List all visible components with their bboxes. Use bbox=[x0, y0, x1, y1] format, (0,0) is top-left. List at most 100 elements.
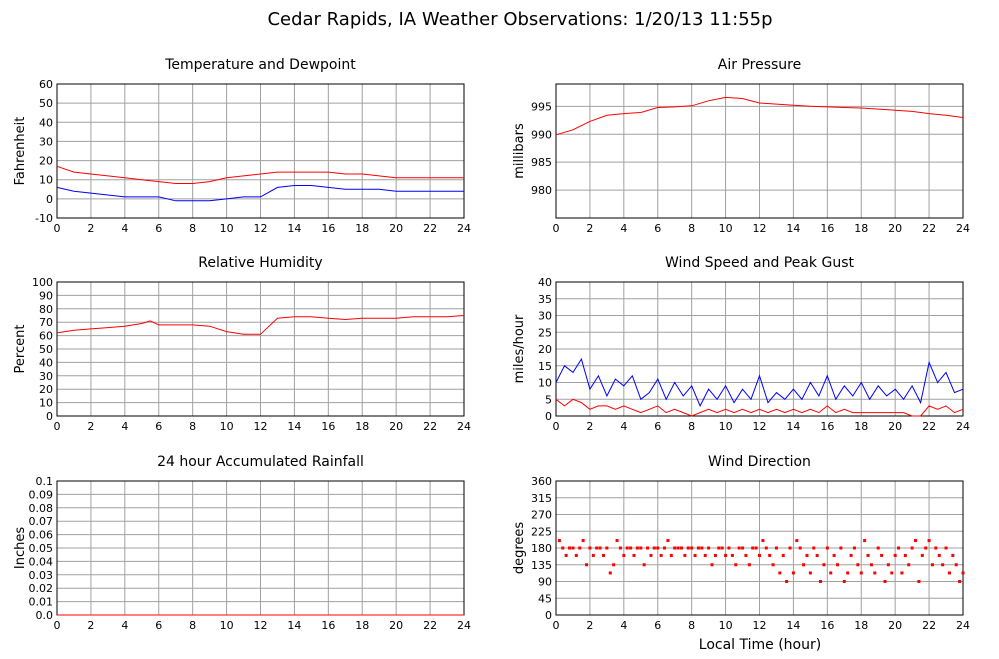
x-tick-label: 20 bbox=[389, 420, 403, 433]
x-tick-label: 10 bbox=[719, 222, 733, 235]
x-tick-label: 24 bbox=[956, 619, 970, 632]
series-line-1 bbox=[555, 357, 964, 408]
data-point bbox=[941, 563, 945, 567]
data-point bbox=[669, 553, 673, 557]
data-point bbox=[588, 546, 592, 550]
x-tick-label: 18 bbox=[355, 420, 369, 433]
y-tick-label: 360 bbox=[531, 475, 552, 488]
y-axis-label: Percent bbox=[13, 325, 28, 374]
y-tick-label: 40 bbox=[538, 276, 552, 289]
y-tick-label: 40 bbox=[39, 116, 53, 129]
data-point bbox=[635, 546, 639, 550]
data-point bbox=[930, 563, 934, 567]
data-point bbox=[880, 553, 884, 557]
x-tick-label: 20 bbox=[888, 420, 902, 433]
y-tick-label: 60 bbox=[39, 78, 53, 91]
data-point bbox=[774, 546, 778, 550]
data-point bbox=[958, 580, 962, 583]
y-tick-label: 0 bbox=[46, 193, 53, 206]
series-line-2 bbox=[555, 398, 964, 417]
data-point bbox=[754, 546, 758, 550]
data-point bbox=[886, 563, 890, 567]
data-point bbox=[910, 546, 914, 550]
x-tick-label: 24 bbox=[956, 222, 970, 235]
data-point bbox=[768, 553, 772, 557]
data-point bbox=[812, 546, 816, 550]
y-tick-label: 0.05 bbox=[29, 542, 54, 555]
x-tick-label: 10 bbox=[719, 619, 733, 632]
data-point bbox=[832, 553, 836, 557]
x-tick-label: 6 bbox=[654, 619, 661, 632]
y-tick-label: 10 bbox=[39, 397, 53, 410]
data-point bbox=[815, 553, 819, 557]
y-tick-label: 0.1 bbox=[36, 475, 54, 488]
y-axis-label: millibars bbox=[512, 123, 527, 179]
x-tick-label: 20 bbox=[389, 619, 403, 632]
y-tick-label: 0.06 bbox=[29, 529, 54, 542]
x-tick-label: 0 bbox=[553, 222, 560, 235]
data-point bbox=[659, 553, 663, 557]
y-tick-label: 0 bbox=[545, 609, 552, 622]
data-point bbox=[612, 563, 616, 567]
x-tick-label: 24 bbox=[457, 619, 471, 632]
chart-panel-6: 0 2 4 6 8 10 12 14 16 18 20 22 240459013518022527031… bbox=[512, 454, 970, 632]
x-tick-label: 4 bbox=[121, 619, 128, 632]
data-point bbox=[764, 546, 768, 550]
data-point bbox=[615, 539, 619, 543]
x-tick-label: 14 bbox=[786, 222, 800, 235]
chart-panel-1: 0 2 4 6 8 10 12 14 16 18 20 22 24-100102030405060Tem… bbox=[13, 57, 471, 235]
y-tick-label: 135 bbox=[531, 559, 552, 572]
y-axis-label: Inches bbox=[13, 527, 28, 569]
data-point bbox=[795, 539, 799, 543]
data-point bbox=[557, 539, 561, 543]
data-point bbox=[632, 553, 636, 557]
y-tick-label: -10 bbox=[35, 212, 53, 225]
panel-title: Wind Speed and Peak Gust bbox=[665, 255, 854, 271]
data-point bbox=[700, 546, 704, 550]
data-point bbox=[622, 553, 626, 557]
data-point bbox=[618, 546, 622, 550]
data-point bbox=[869, 563, 873, 567]
data-point bbox=[836, 563, 840, 567]
y-tick-label: 315 bbox=[531, 492, 552, 505]
data-point bbox=[758, 553, 761, 557]
x-tick-label: 18 bbox=[355, 222, 369, 235]
data-point bbox=[727, 546, 731, 550]
y-tick-label: 5 bbox=[545, 393, 552, 406]
plot-frame bbox=[56, 281, 465, 417]
x-tick-label: 12 bbox=[254, 222, 268, 235]
data-point bbox=[693, 553, 697, 557]
x-tick-label: 16 bbox=[820, 420, 834, 433]
y-tick-label: 60 bbox=[39, 330, 53, 343]
data-point bbox=[642, 563, 646, 567]
data-point bbox=[741, 546, 745, 550]
x-tick-label: 22 bbox=[922, 222, 936, 235]
data-point bbox=[897, 546, 901, 550]
data-point bbox=[866, 553, 870, 557]
data-point bbox=[883, 580, 887, 583]
x-tick-label: 4 bbox=[121, 222, 128, 235]
data-point bbox=[673, 546, 677, 550]
y-tick-label: 50 bbox=[39, 97, 53, 110]
x-tick-label: 6 bbox=[654, 420, 661, 433]
x-tick-label: 12 bbox=[753, 222, 767, 235]
x-tick-label: 16 bbox=[820, 619, 834, 632]
y-tick-label: 80 bbox=[39, 303, 53, 316]
x-tick-label: 4 bbox=[620, 222, 627, 235]
data-point bbox=[863, 539, 867, 543]
data-point bbox=[703, 553, 707, 557]
series-line-1 bbox=[555, 96, 964, 136]
x-tick-label: 0 bbox=[553, 420, 560, 433]
x-tick-label: 6 bbox=[155, 619, 162, 632]
data-point bbox=[751, 546, 755, 550]
x-tick-label: 6 bbox=[155, 222, 162, 235]
x-tick-label: 14 bbox=[786, 619, 800, 632]
panel-title: Temperature and Dewpoint bbox=[164, 57, 356, 73]
x-tick-label: 20 bbox=[389, 222, 403, 235]
panel-title: Air Pressure bbox=[718, 57, 801, 73]
x-tick-label: 2 bbox=[87, 619, 94, 632]
x-tick-label: 24 bbox=[457, 420, 471, 433]
data-point bbox=[893, 553, 897, 557]
plot-frame bbox=[555, 83, 964, 219]
y-axis-label: degrees bbox=[512, 522, 527, 575]
